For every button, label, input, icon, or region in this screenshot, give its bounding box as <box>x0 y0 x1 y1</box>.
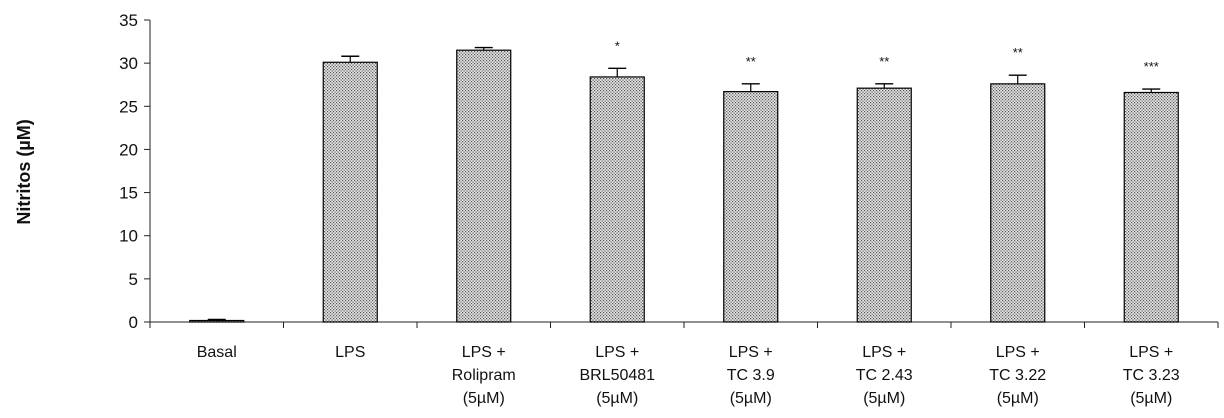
category-label: (5µM) <box>997 390 1039 407</box>
bar <box>322 61 378 323</box>
category-label: (5µM) <box>863 390 905 407</box>
y-tick-label: 25 <box>119 97 138 116</box>
significance-label: ** <box>746 54 756 69</box>
category-label: LPS + <box>462 344 506 361</box>
significance-label: ** <box>879 54 889 69</box>
category-label: TC 2.43 <box>856 367 913 384</box>
significance-label: ** <box>1013 45 1023 60</box>
category-label: (5µM) <box>596 390 638 407</box>
category-label: LPS + <box>729 344 773 361</box>
category-label: BRL50481 <box>579 367 655 384</box>
y-tick-label: 0 <box>129 313 138 332</box>
category-label: LPS + <box>996 344 1040 361</box>
category-label: TC 3.22 <box>989 367 1046 384</box>
y-tick-label: 30 <box>119 54 138 73</box>
bar <box>456 49 512 323</box>
y-tick-label: 20 <box>119 140 138 159</box>
category-label: LPS + <box>862 344 906 361</box>
category-label: Rolipram <box>452 367 516 384</box>
y-tick-label: 15 <box>119 184 138 203</box>
y-tick-label: 5 <box>129 270 138 289</box>
category-label: (5µM) <box>1130 390 1172 407</box>
bar <box>589 76 645 323</box>
category-label: LPS + <box>1129 344 1173 361</box>
bar <box>723 91 779 323</box>
y-axis-label: Nitritos (µM) <box>14 119 34 224</box>
category-label: Basal <box>197 344 237 361</box>
bar <box>990 83 1046 323</box>
bar <box>1123 91 1179 323</box>
significance-label: * <box>615 38 620 53</box>
category-label: LPS <box>335 344 365 361</box>
category-label: (5µM) <box>463 390 505 407</box>
category-label: TC 3.9 <box>727 367 775 384</box>
category-label: TC 3.23 <box>1123 367 1180 384</box>
bar <box>856 87 912 323</box>
y-tick-label: 35 <box>119 11 138 30</box>
category-label: (5µM) <box>730 390 772 407</box>
y-tick-label: 10 <box>119 227 138 246</box>
significance-label: *** <box>1144 59 1159 74</box>
category-label: LPS + <box>595 344 639 361</box>
